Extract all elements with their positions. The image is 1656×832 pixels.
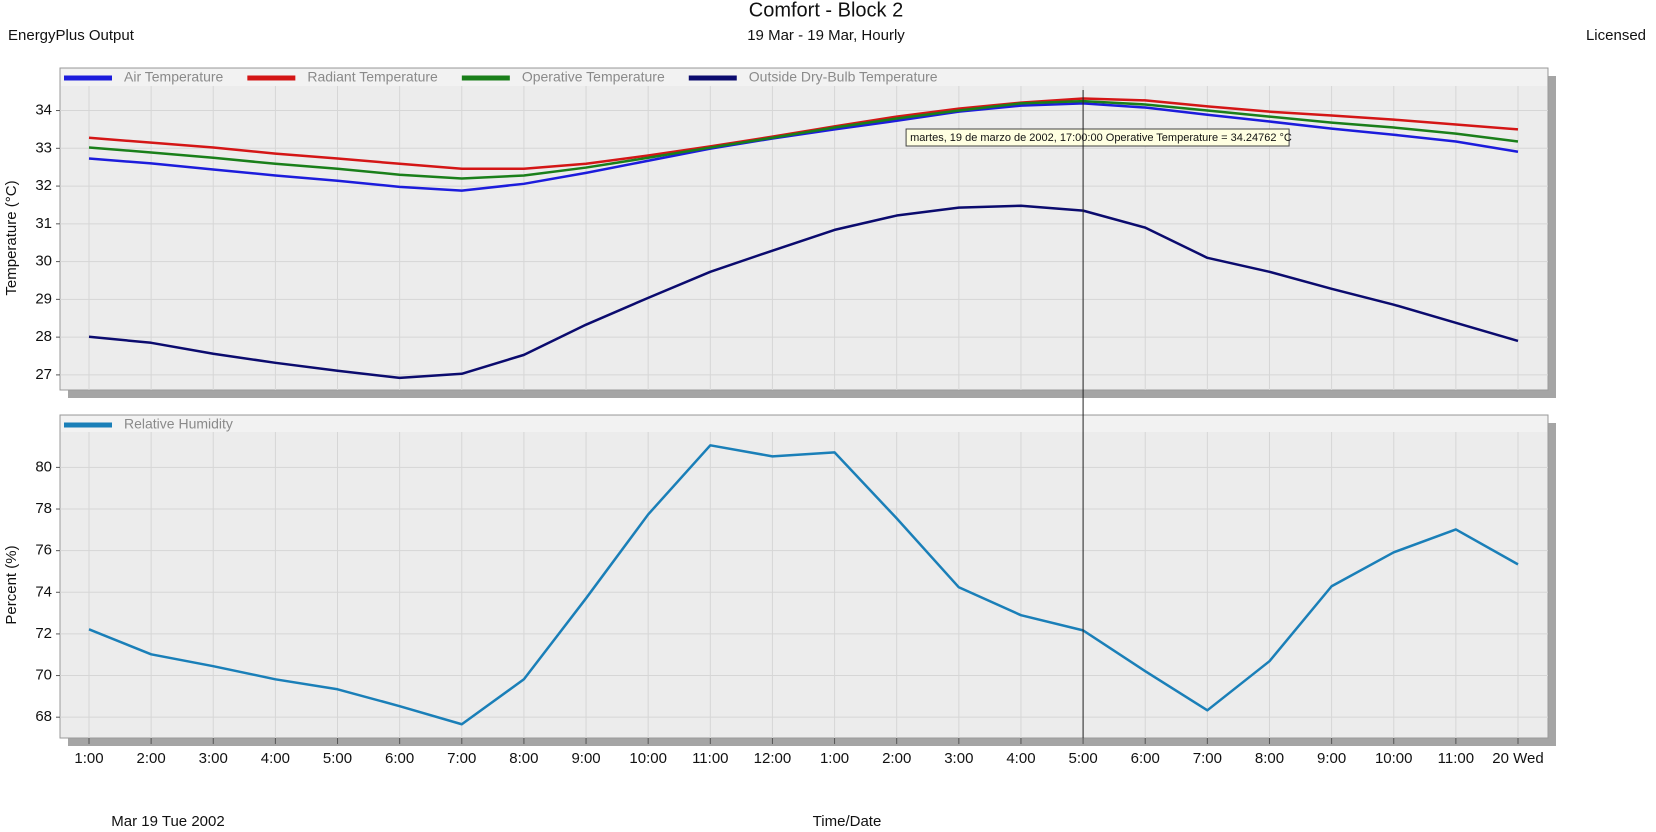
y-tick-label: 27 (35, 366, 52, 383)
x-tick-label: 5:00 (323, 750, 352, 767)
y-tick-label: 70 (35, 667, 52, 684)
chart-subtitle: 19 Mar - 19 Mar, Hourly (747, 27, 905, 44)
tooltip-text: martes, 19 de marzo de 2002, 17:00:00 Op… (910, 132, 1292, 144)
legend-label: Outside Dry-Bulb Temperature (749, 69, 938, 85)
x-tick-label: 10:00 (629, 750, 667, 767)
legend-strip (61, 416, 1547, 432)
x-tick-label: 5:00 (1068, 750, 1097, 767)
x-tick-label: 9:00 (571, 750, 600, 767)
x-tick-label: 3:00 (199, 750, 228, 767)
y-tick-label: 74 (35, 583, 52, 600)
x-tick-label: 4:00 (1006, 750, 1035, 767)
x-tick-label: 8:00 (1255, 750, 1284, 767)
x-tick-label: 1:00 (820, 750, 849, 767)
y-tick-label: 28 (35, 328, 52, 345)
x-date-label: Mar 19 Tue 2002 (111, 813, 224, 830)
y-axis-title: Temperature (°C) (3, 180, 20, 295)
x-tick-label: 11:00 (1438, 750, 1474, 767)
plot-area (59, 414, 1549, 739)
legend-strip (61, 69, 1547, 86)
x-tick-label: 8:00 (509, 750, 538, 767)
legend-label: Relative Humidity (124, 416, 233, 432)
y-axis-title: Percent (%) (3, 545, 20, 624)
legend-label: Radiant Temperature (307, 69, 438, 85)
y-tick-label: 34 (35, 102, 52, 119)
x-tick-label: 7:00 (447, 750, 476, 767)
series-line (88, 204, 1519, 380)
y-tick-label: 78 (35, 500, 52, 517)
x-tick-label: 4:00 (261, 750, 290, 767)
header-right: Licensed (1586, 27, 1646, 44)
y-tick-label: 31 (35, 215, 52, 232)
tooltip-box (905, 128, 1290, 147)
plot-area (59, 67, 1549, 391)
y-tick-label: 72 (35, 625, 52, 642)
y-tick-label: 30 (35, 253, 52, 270)
x-tick-label: 6:00 (385, 750, 414, 767)
series-line (88, 444, 1519, 726)
series-line (88, 102, 1519, 192)
x-tick-label: 20 Wed (1492, 750, 1543, 767)
x-tick-label: 6:00 (1131, 750, 1160, 767)
legend-label: Operative Temperature (522, 69, 665, 85)
y-tick-label: 68 (35, 708, 52, 725)
x-tick-label: 1:00 (74, 750, 103, 767)
x-tick-label: 10:00 (1375, 750, 1413, 767)
x-tick-label: 9:00 (1317, 750, 1346, 767)
y-tick-label: 76 (35, 542, 52, 559)
x-tick-label: 7:00 (1193, 750, 1222, 767)
x-tick-label: 11:00 (692, 750, 728, 767)
x-axis-band (68, 739, 1556, 746)
x-tick-label: 12:00 (754, 750, 792, 767)
x-tick-label: 2:00 (882, 750, 911, 767)
legend-label: Air Temperature (124, 69, 224, 85)
y-tick-label: 32 (35, 177, 52, 194)
series-line (88, 99, 1519, 180)
header-left: EnergyPlus Output (8, 27, 135, 44)
x-tick-label: 2:00 (137, 750, 166, 767)
y-tick-label: 80 (35, 458, 52, 475)
y-tick-label: 29 (35, 290, 52, 307)
chart-title: Comfort - Block 2 (749, 0, 903, 21)
y-tick-label: 33 (35, 139, 52, 156)
x-tick-label: 3:00 (944, 750, 973, 767)
x-axis-title: Time/Date (813, 813, 882, 830)
